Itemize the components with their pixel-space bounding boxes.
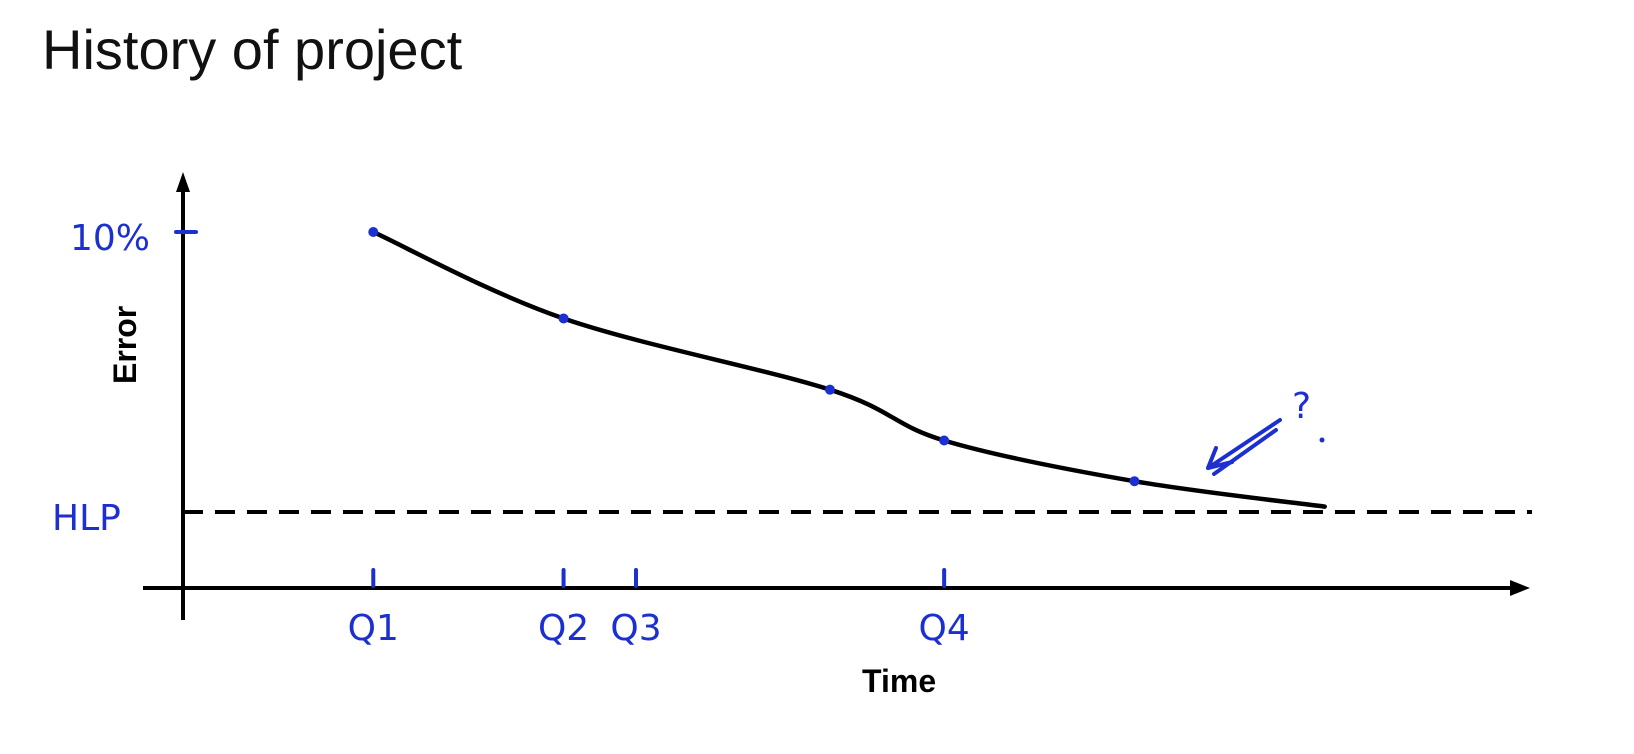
annotation-dot-icon (1319, 437, 1325, 443)
data-points (368, 227, 1140, 487)
data-point-5 (1129, 476, 1140, 487)
x-tick-label-q3: Q3 (610, 608, 661, 649)
x-tick-label-q4: Q4 (919, 608, 970, 649)
y-axis-arrowhead (176, 172, 190, 192)
x-tick-label-q2: Q2 (538, 608, 589, 649)
y-axis-label: Error (107, 306, 143, 384)
annotation-question-mark: ? (1292, 386, 1311, 427)
error-curve (371, 229, 1327, 509)
x-tick-label-q1: Q1 (348, 608, 399, 649)
x-axis-label: Time (862, 663, 936, 699)
x-ticks: Q1 Q2 Q3 Q4 (348, 568, 970, 649)
data-point-3 (824, 384, 835, 395)
data-point-2 (558, 313, 569, 324)
y-tick-label-top: 10% (70, 218, 150, 259)
x-axis-arrowhead (1510, 580, 1530, 596)
hlp-label: HLP (52, 498, 121, 539)
data-point-4 (939, 435, 950, 446)
data-point-1 (368, 227, 379, 237)
annotation-arrow-icon (1206, 418, 1282, 470)
annotation-arrow-second-stroke-icon (1212, 428, 1278, 476)
page-title: History of project (42, 18, 463, 81)
